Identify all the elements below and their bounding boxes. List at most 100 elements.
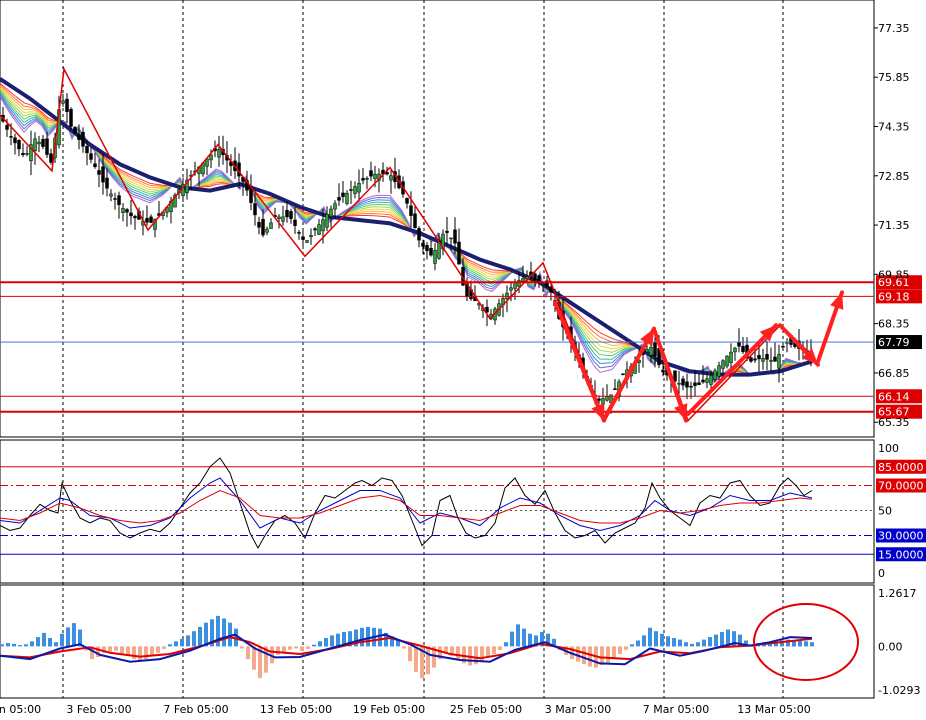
candle-body — [329, 208, 333, 218]
macd-histogram-bar — [282, 646, 286, 652]
candle-body — [701, 379, 705, 383]
candle-body — [289, 211, 293, 219]
candle-body — [173, 194, 177, 208]
candle-body — [293, 219, 297, 226]
macd-histogram-bar — [546, 633, 550, 647]
macd-histogram-bar — [336, 633, 340, 647]
candle-body — [697, 382, 701, 385]
oscillator: 85.0000 70.0000 30.0000 15.0000 100 50 0 — [0, 442, 926, 580]
macd-histogram-bar — [486, 646, 490, 658]
candle-body — [9, 136, 13, 138]
oscillator-series-line — [0, 457, 813, 550]
time-label: 25 Feb 05:00 — [450, 703, 522, 716]
candle-body — [597, 398, 601, 401]
candle-body — [549, 286, 553, 293]
macd-histogram-bar — [132, 646, 136, 660]
time-label: 13 Mar 05:00 — [737, 703, 810, 716]
oscillator-level-tag — [876, 459, 926, 474]
macd-histogram-bar — [648, 627, 652, 647]
candle-body — [261, 218, 265, 236]
price-axis-label: 77.35 — [878, 22, 910, 35]
macd-histogram-bar — [456, 646, 460, 660]
candle-body — [285, 209, 289, 218]
macd-histogram-bar — [228, 622, 232, 647]
macd-histogram-bar — [672, 638, 676, 647]
macd-histogram-bar — [528, 633, 532, 647]
candle-body — [765, 354, 769, 360]
time-label: 3 Mar 05:00 — [545, 703, 611, 716]
candle-body — [97, 170, 101, 175]
macd-histogram-bar — [24, 644, 28, 647]
macd-histogram-bar — [390, 636, 394, 647]
candle-body — [121, 208, 125, 213]
candle-body — [413, 213, 417, 229]
candle-body — [337, 197, 341, 201]
time-label: 13 Feb 05:00 — [260, 703, 332, 716]
candle-body — [449, 237, 453, 240]
candle-body — [353, 186, 357, 194]
macd-histogram-bar — [612, 646, 616, 659]
oscillator-level-label: 30.0000 — [878, 530, 924, 543]
candle-body — [689, 385, 693, 388]
oscillator-axis-label: 50 — [878, 505, 892, 518]
candle-body — [101, 166, 105, 183]
macd-histogram-bar — [78, 629, 82, 647]
macd-histogram-bar — [600, 646, 604, 665]
candle-body — [313, 228, 317, 231]
macd-histogram-bar — [108, 646, 112, 652]
candle-body — [209, 154, 213, 161]
macd-histogram-bar — [744, 640, 748, 647]
candle-body — [613, 388, 617, 390]
oscillator-series-line — [0, 489, 813, 524]
macd-histogram-bar — [534, 635, 538, 647]
candle-body — [421, 242, 425, 247]
candle-body — [673, 370, 677, 382]
macd-histogram-bar — [54, 642, 58, 647]
macd-histogram-bar — [264, 646, 268, 673]
oscillator-level-label: 15.0000 — [878, 548, 924, 561]
candle-body — [217, 148, 221, 158]
candle-body — [73, 127, 77, 134]
candle-body — [405, 198, 409, 204]
macd-histogram-bar — [480, 646, 484, 661]
macd-histogram-bar — [804, 641, 808, 647]
candle-body — [785, 342, 789, 344]
candle-body — [357, 182, 361, 193]
candle-body — [317, 224, 321, 235]
macd-axis-label: -1.0293 — [878, 684, 920, 697]
macd-histogram-bar — [780, 640, 784, 647]
macd-histogram-bar — [312, 644, 316, 647]
candle-body — [741, 346, 745, 353]
candle-body — [49, 153, 53, 163]
macd-histogram-bar — [354, 629, 358, 647]
macd-histogram-bar — [330, 635, 334, 647]
macd-panel-frame — [0, 584, 875, 699]
candle-body — [621, 373, 625, 376]
price-axis-label: 72.85 — [878, 170, 910, 183]
candle-body — [737, 342, 741, 347]
price-axis-label: 68.35 — [878, 318, 910, 331]
candle-body — [409, 205, 413, 216]
macd-histogram-bar — [138, 646, 142, 662]
vertical-grid — [62, 0, 784, 698]
candle-body — [5, 125, 9, 130]
trend-arrow-head — [640, 328, 654, 346]
macd-histogram-bar — [18, 645, 22, 647]
macd-histogram-bar — [246, 646, 250, 660]
macd-histogram-bar — [72, 623, 76, 647]
candle-body — [453, 229, 457, 244]
time-axis: n 05:00 3 Feb 05:00 7 Feb 05:00 13 Feb 05:0… — [0, 703, 811, 716]
macd-histogram-bar — [642, 635, 646, 647]
support-tag — [876, 404, 922, 419]
oscillator-level-label: 70.0000 — [878, 480, 924, 493]
candle-body — [301, 236, 305, 240]
candle-body — [653, 342, 657, 357]
macd-histogram-bar — [156, 646, 160, 653]
macd-histogram-bar — [294, 646, 298, 649]
price-axis-label: 65.35 — [878, 416, 910, 429]
trend-arrow-head — [759, 325, 776, 342]
macd-histogram-bar — [324, 638, 328, 647]
candle-body — [685, 381, 689, 388]
macd-histogram-bar — [198, 626, 202, 647]
